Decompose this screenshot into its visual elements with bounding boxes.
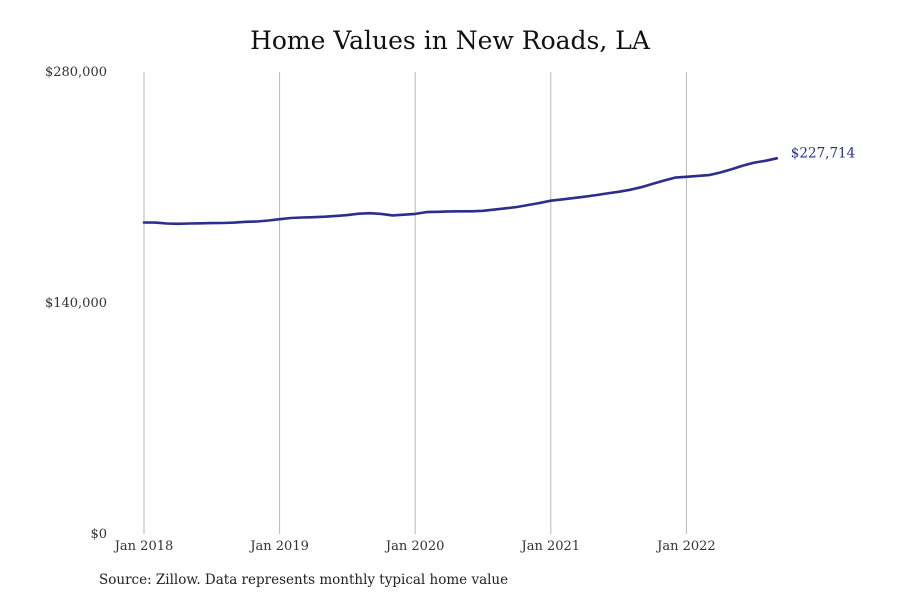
y-axis-labels: $0 $140,000 $280,000 [45, 65, 107, 542]
x-tick-label: Jan 2019 [248, 539, 309, 554]
source-note: Source: Zillow. Data represents monthly … [99, 572, 509, 588]
grid-lines [143, 72, 687, 534]
chart-title: Home Values in New Roads, LA [250, 26, 650, 55]
y-tick-label: $140,000 [45, 296, 107, 311]
x-tick-label: Jan 2020 [384, 539, 445, 554]
x-axis-labels: Jan 2018 Jan 2019 Jan 2020 Jan 2021 Jan 2022 [113, 539, 716, 554]
end-value-label: $227,714 [791, 145, 855, 161]
home-value-line [142, 157, 779, 226]
y-tick-label: $0 [90, 527, 107, 542]
x-tick-label: Jan 2021 [520, 539, 581, 554]
y-tick-label: $280,000 [45, 65, 107, 80]
x-tick-label: Jan 2022 [655, 539, 716, 554]
x-tick-label: Jan 2018 [113, 539, 174, 554]
